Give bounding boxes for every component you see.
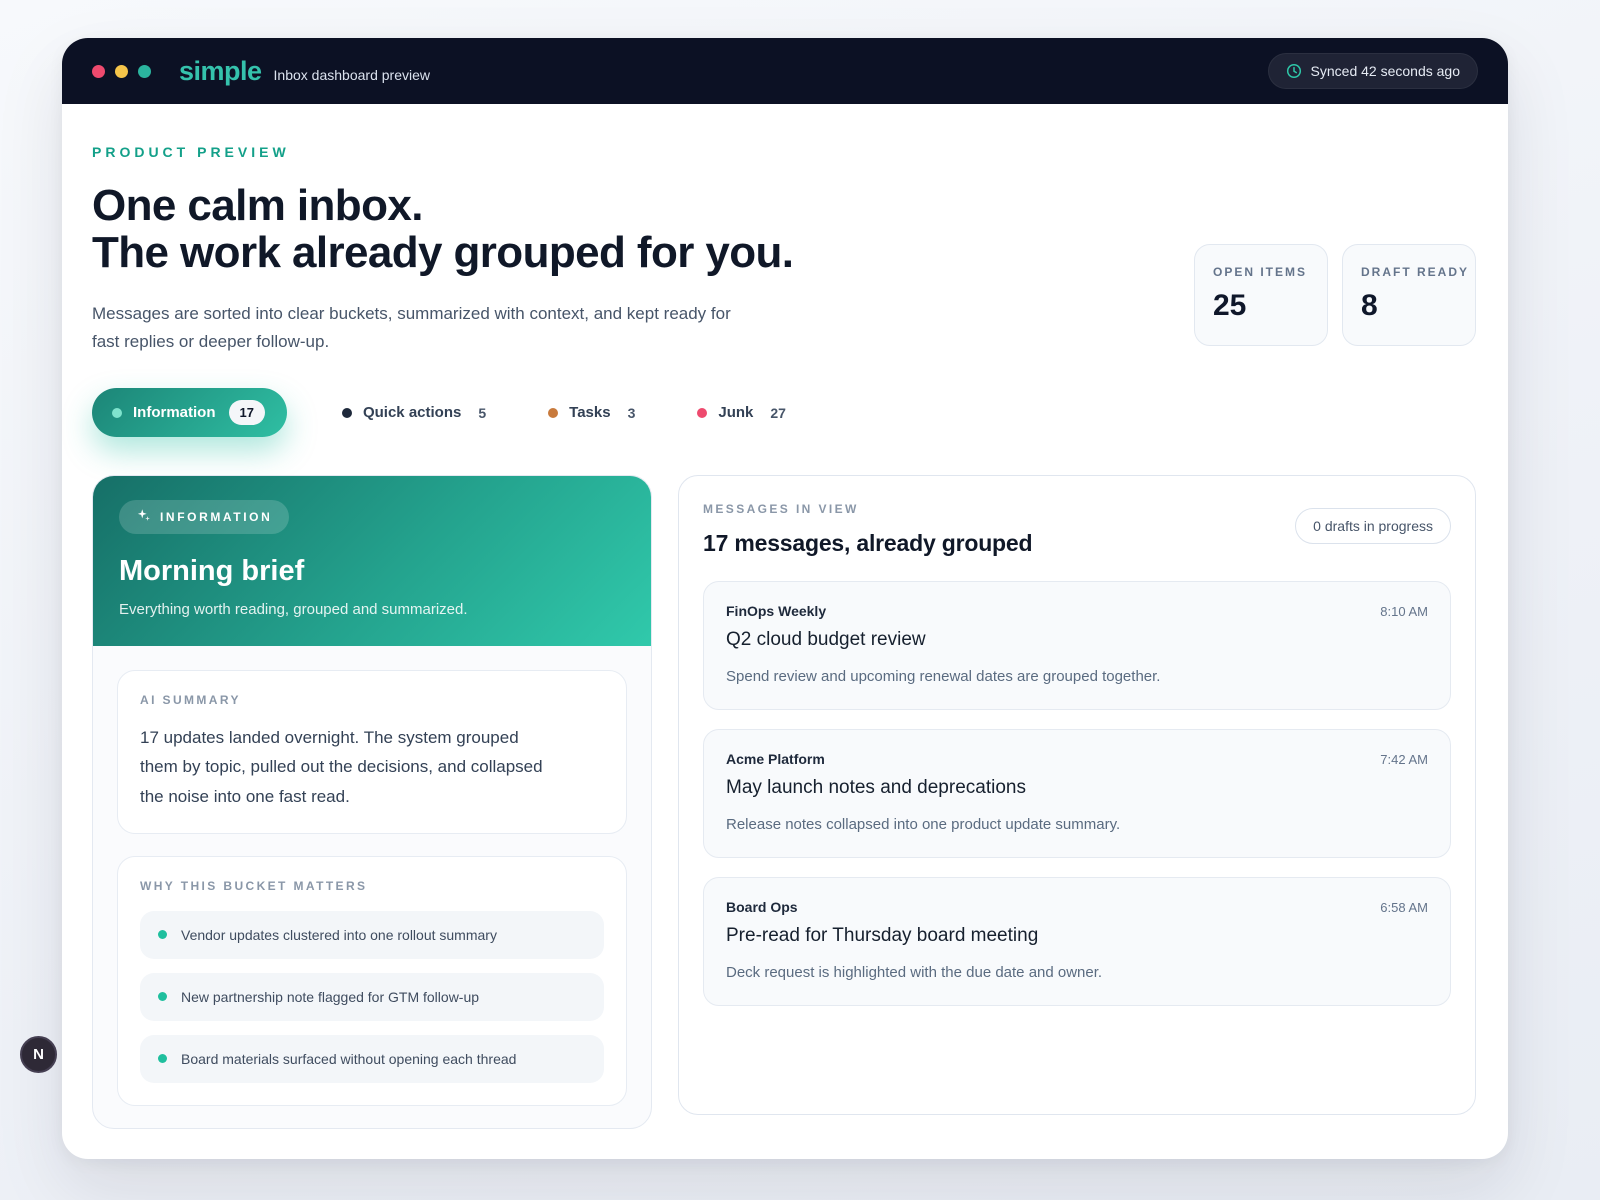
sync-status-pill[interactable]: Synced 42 seconds ago [1267, 53, 1478, 89]
hero-section: PRODUCT PREVIEW One calm inbox. The work… [92, 144, 1476, 356]
ai-summary-label: AI SUMMARY [140, 693, 241, 708]
tab-count: 3 [627, 404, 636, 421]
bucket-tabs: Information 17 Quick actions 5 Tasks 3 J… [92, 388, 1476, 438]
tab-information[interactable]: Information 17 [92, 388, 287, 438]
message-summary: Deck request is highlighted with the due… [726, 964, 1103, 982]
tab-count-badge: 17 [228, 400, 265, 426]
list-item: Board materials surfaced without opening… [140, 1034, 604, 1083]
stat-label: DRAFT READY [1361, 265, 1469, 279]
bucket-badge: INFORMATION [119, 500, 290, 535]
list-item-text: Board materials surfaced without opening… [181, 1050, 517, 1067]
drafts-status-pill: 0 drafts in progress [1295, 508, 1451, 545]
close-window-icon[interactable] [92, 64, 105, 78]
tab-dot-icon [341, 407, 352, 418]
why-bucket-list: Vendor updates clustered into one rollou… [140, 910, 604, 1083]
brand-logo: simple [179, 55, 262, 86]
app-window: simple Inbox dashboard preview Synced 42… [62, 38, 1508, 1159]
bullet-dot-icon [158, 930, 167, 940]
message-list: FinOps Weekly 8:10 AM Q2 cloud budget re… [703, 581, 1451, 1007]
zoom-window-icon[interactable] [138, 64, 151, 78]
why-bucket-label: WHY THIS BUCKET MATTERS [140, 878, 368, 893]
tab-label: Tasks [569, 404, 611, 422]
sparkles-icon [136, 508, 151, 526]
stat-label: OPEN ITEMS [1213, 265, 1308, 279]
traffic-lights [92, 64, 151, 78]
hero-description: Messages are sorted into clear buckets, … [92, 304, 731, 352]
message-card[interactable]: Acme Platform 7:42 AM May launch notes a… [703, 729, 1451, 859]
minimize-window-icon[interactable] [115, 64, 128, 78]
bullet-dot-icon [158, 1054, 167, 1064]
message-sender: Acme Platform [726, 751, 825, 768]
stat-value: 8 [1361, 289, 1378, 322]
list-item: New partnership note flagged for GTM fol… [140, 972, 604, 1021]
message-summary: Spend review and upcoming renewal dates … [726, 668, 1161, 686]
message-subject: Pre-read for Thursday board meeting [726, 925, 1039, 947]
messages-eyebrow: MESSAGES IN VIEW [703, 502, 859, 517]
tab-dot-icon [697, 407, 708, 418]
messages-panel: MESSAGES IN VIEW 17 messages, already gr… [678, 475, 1476, 1116]
message-sender: FinOps Weekly [726, 603, 827, 620]
list-item-text: New partnership note flagged for GTM fol… [181, 988, 480, 1005]
clock-icon [1286, 63, 1302, 79]
tab-junk[interactable]: Junk 27 [697, 404, 786, 421]
bucket-badge-label: INFORMATION [160, 510, 273, 525]
stat-value: 25 [1213, 289, 1247, 322]
stats-row: OPEN ITEMS 25 DRAFT READY 8 [1194, 244, 1476, 346]
tab-count: 5 [478, 404, 487, 421]
message-time: 8:10 AM [1380, 604, 1428, 620]
ai-summary-text: 17 updates landed overnight. The system … [140, 728, 543, 806]
tab-tasks[interactable]: Tasks 3 [548, 404, 635, 421]
main-content: PRODUCT PREVIEW One calm inbox. The work… [62, 104, 1508, 1159]
list-item: Vendor updates clustered into one rollou… [140, 910, 604, 959]
tab-quick-actions[interactable]: Quick actions 5 [341, 404, 487, 422]
tab-dot-icon [112, 407, 122, 418]
sync-status-label: Synced 42 seconds ago [1310, 63, 1460, 79]
bucket-card-body: AI SUMMARY 17 updates landed overnight. … [93, 646, 651, 1128]
hero-eyebrow: PRODUCT PREVIEW [92, 144, 290, 160]
message-sender: Board Ops [726, 899, 798, 916]
tab-dot-icon [548, 407, 559, 418]
stat-card-open-items: OPEN ITEMS 25 [1194, 244, 1328, 346]
why-bucket-card: WHY THIS BUCKET MATTERS Vendor updates c… [117, 855, 627, 1106]
list-item-text: Vendor updates clustered into one rollou… [181, 926, 497, 943]
page-title-line1: One calm inbox. [92, 181, 423, 230]
message-summary: Release notes collapsed into one product… [726, 816, 1121, 834]
window-titlebar: simple Inbox dashboard preview Synced 42… [62, 38, 1508, 104]
message-card[interactable]: FinOps Weekly 8:10 AM Q2 cloud budget re… [703, 581, 1451, 711]
bucket-subtitle: Everything worth reading, grouped and su… [119, 601, 468, 619]
bucket-card-header: INFORMATION Morning brief Everything wor… [93, 476, 651, 647]
message-time: 7:42 AM [1380, 752, 1428, 768]
tab-label: Quick actions [362, 404, 462, 422]
message-subject: Q2 cloud budget review [726, 629, 926, 651]
message-time: 6:58 AM [1380, 900, 1428, 916]
tab-count: 27 [770, 404, 786, 421]
bullet-dot-icon [158, 992, 167, 1002]
page-title-line2: The work already grouped for you. [92, 228, 794, 278]
message-card[interactable]: Board Ops 6:58 AM Pre-read for Thursday … [703, 877, 1451, 1007]
floating-n-badge[interactable]: N [20, 1036, 57, 1073]
tab-label: Junk [718, 404, 754, 422]
messages-title: 17 messages, already grouped [703, 530, 1033, 557]
page-title: One calm inbox. The work already grouped… [92, 182, 1476, 276]
message-subject: May launch notes and deprecations [726, 777, 1026, 799]
bucket-title: Morning brief [119, 555, 305, 588]
bucket-summary-card: INFORMATION Morning brief Everything wor… [92, 475, 652, 1129]
window-subtitle: Inbox dashboard preview [273, 67, 430, 83]
ai-summary-card: AI SUMMARY 17 updates landed overnight. … [117, 670, 627, 834]
tab-label: Information [133, 404, 216, 422]
stat-card-draft-ready: DRAFT READY 8 [1342, 244, 1476, 346]
